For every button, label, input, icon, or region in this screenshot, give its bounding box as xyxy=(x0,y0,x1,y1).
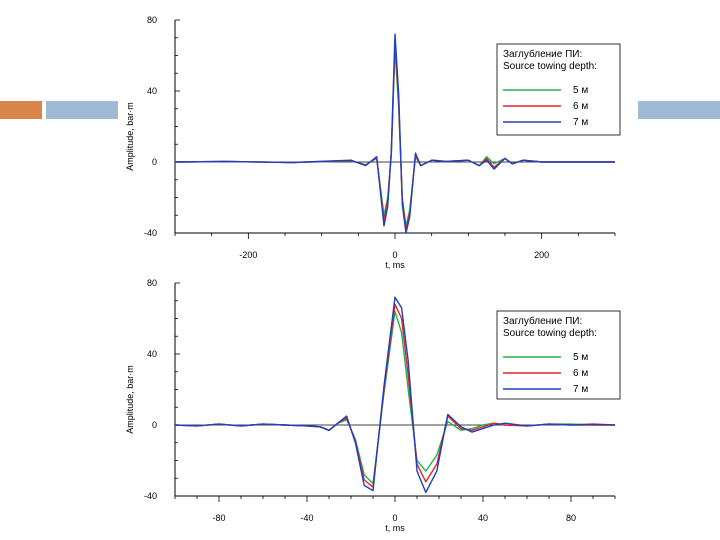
x-tick-label: 0 xyxy=(392,250,397,260)
y-tick-label: -40 xyxy=(144,491,157,501)
x-axis-title: t, ms xyxy=(385,523,405,533)
legend-label: 6 м xyxy=(573,101,588,112)
legend-label: 6 м xyxy=(573,368,588,379)
legend-title-line: Заглубление ПИ: xyxy=(503,315,582,327)
slide-accent-bar-blue-right xyxy=(638,101,720,119)
legend-title-line: Source towing depth: xyxy=(503,328,597,339)
legend-label: 7 м xyxy=(573,117,588,128)
x-axis-title: t, ms xyxy=(385,260,405,270)
legend-label: 5 м xyxy=(573,352,588,363)
legend-label: 7 м xyxy=(573,384,588,395)
y-tick-label: 0 xyxy=(152,157,157,167)
y-tick-label: -40 xyxy=(144,228,157,238)
y-axis-title: Amplitude, bar·m xyxy=(125,102,135,171)
x-tick-label: -200 xyxy=(239,250,257,260)
x-tick-label: 0 xyxy=(392,513,397,523)
slide-accent-bar-blue-left xyxy=(46,101,118,119)
legend-box xyxy=(496,310,621,400)
y-tick-label: 40 xyxy=(147,349,157,359)
y-tick-label: 0 xyxy=(152,420,157,430)
x-tick-label: 80 xyxy=(566,513,576,523)
x-tick-label: 40 xyxy=(478,513,488,523)
slide-accent-bar-orange xyxy=(0,101,42,119)
y-tick-label: 40 xyxy=(147,86,157,96)
chart-1: -40 0 40 80 -200 0 200 t, ms Amplitude, bar·m Заг… xyxy=(125,15,621,270)
series-line-3 xyxy=(174,296,616,494)
legend-label: 5 м xyxy=(573,85,588,96)
x-tick-label: -40 xyxy=(300,513,313,523)
x-tick-label: 200 xyxy=(534,250,549,260)
y-tick-label: 80 xyxy=(147,278,157,288)
legend-title-line: Заглубление ПИ: xyxy=(503,48,582,60)
series-line-3 xyxy=(174,33,615,234)
x-tick-label: -80 xyxy=(212,513,225,523)
chart-2: -40 0 40 80 -80 -40 0 40 80 t, ms Amplitude, bar·m… xyxy=(125,278,621,533)
y-tick-label: 80 xyxy=(147,15,157,25)
legend-title-line: Source towing depth: xyxy=(503,61,597,72)
y-axis-title: Amplitude, bar·m xyxy=(125,365,135,434)
